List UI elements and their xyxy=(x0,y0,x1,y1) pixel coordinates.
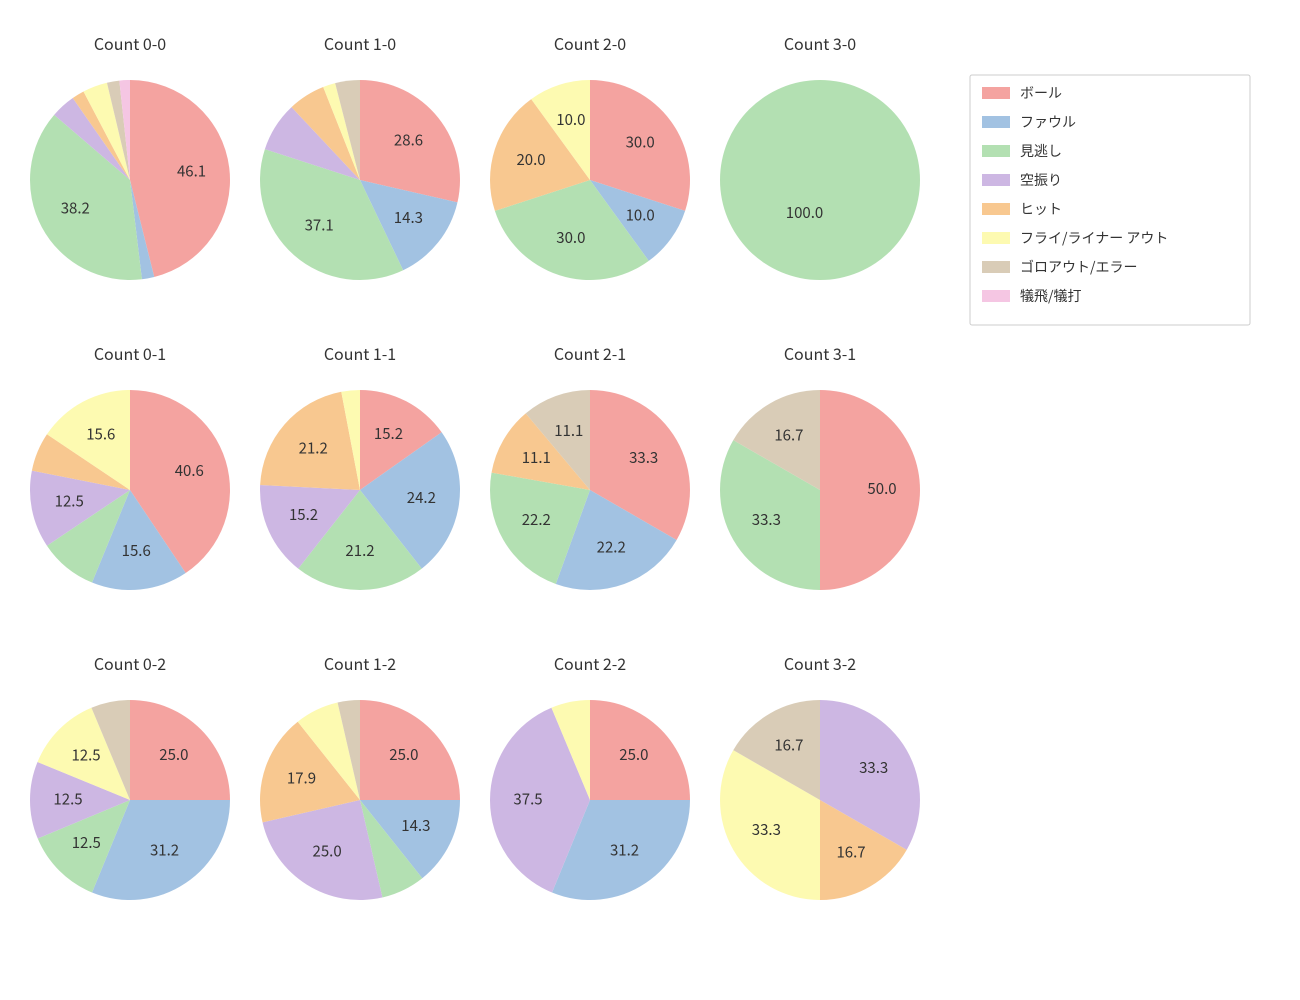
slice-label: 46.1 xyxy=(177,161,206,182)
slice-label: 12.5 xyxy=(72,832,101,853)
slice-label: 33.3 xyxy=(859,757,888,778)
slice-label: 31.2 xyxy=(610,840,639,861)
legend: ボールファウル見逃し空振りヒットフライ/ライナー アウトゴロアウト/エラー犠飛/… xyxy=(970,75,1250,325)
pie-chart: Count 2-0 30.0 10.0 30.0 20.0 10.0 xyxy=(490,31,690,280)
legend-label: ファウル xyxy=(1020,112,1076,132)
legend-swatch xyxy=(982,290,1010,302)
slice-label: 10.0 xyxy=(626,205,655,226)
slice-label: 12.5 xyxy=(55,490,84,511)
legend-swatch xyxy=(982,261,1010,273)
chart-title: Count 1-0 xyxy=(324,31,396,55)
pie-slice xyxy=(720,80,920,280)
chart-title: Count 0-1 xyxy=(94,341,166,365)
slice-label: 12.5 xyxy=(71,744,100,765)
slice-label: 24.2 xyxy=(407,487,436,508)
slice-label: 37.1 xyxy=(305,215,334,236)
slice-label: 14.3 xyxy=(401,815,430,836)
chart-title: Count 2-2 xyxy=(554,651,626,675)
slice-label: 25.0 xyxy=(389,744,418,765)
slice-label: 33.3 xyxy=(752,819,781,840)
slice-label: 40.6 xyxy=(175,460,204,481)
chart-title: Count 0-0 xyxy=(94,31,166,55)
legend-swatch xyxy=(982,174,1010,186)
legend-label: フライ/ライナー アウト xyxy=(1020,228,1168,248)
legend-swatch xyxy=(982,145,1010,157)
slice-label: 100.0 xyxy=(786,202,823,223)
chart-title: Count 0-2 xyxy=(94,651,166,675)
slice-label: 38.2 xyxy=(61,197,90,218)
slice-label: 15.6 xyxy=(122,540,151,561)
slice-label: 11.1 xyxy=(522,447,551,468)
legend-label: 犠飛/犠打 xyxy=(1020,286,1082,306)
slice-label: 16.7 xyxy=(836,842,865,863)
slice-label: 28.6 xyxy=(394,129,423,150)
slice-label: 10.0 xyxy=(556,109,585,130)
chart-title: Count 3-1 xyxy=(784,341,856,365)
slice-label: 16.7 xyxy=(774,734,803,755)
slice-label: 16.7 xyxy=(774,424,803,445)
legend-label: 空振り xyxy=(1020,170,1062,190)
chart-title: Count 3-0 xyxy=(784,31,856,55)
legend-swatch xyxy=(982,232,1010,244)
slice-label: 33.3 xyxy=(752,509,781,530)
pie-chart: Count 1-0 28.6 14.3 37.1 xyxy=(260,31,460,280)
slice-label: 22.2 xyxy=(597,536,626,557)
pie-chart: Count 1-2 25.0 14.3 25.0 17.9 xyxy=(260,651,460,900)
legend-label: 見逃し xyxy=(1020,141,1062,161)
pie-chart: Count 2-2 25.0 31.2 37.5 xyxy=(490,651,690,900)
slice-label: 15.2 xyxy=(289,504,318,525)
slice-label: 17.9 xyxy=(287,768,316,789)
slice-label: 11.1 xyxy=(554,420,583,441)
slice-label: 31.2 xyxy=(150,840,179,861)
slice-label: 21.2 xyxy=(345,540,374,561)
slice-label: 12.5 xyxy=(53,788,82,809)
chart-title: Count 2-1 xyxy=(554,341,626,365)
slice-label: 37.5 xyxy=(513,788,542,809)
legend-swatch xyxy=(982,87,1010,99)
slice-label: 25.0 xyxy=(159,744,188,765)
pie-chart: Count 1-1 15.2 24.2 21.2 15.2 21.2 xyxy=(260,341,460,590)
pie-chart: Count 0-1 40.6 15.6 12.5 15.6 xyxy=(30,341,230,590)
pie-chart: Count 0-2 25.0 31.2 12.5 12.5 12.5 xyxy=(30,651,230,900)
legend-label: ゴロアウト/エラー xyxy=(1020,257,1138,277)
chart-title: Count 1-2 xyxy=(324,651,396,675)
pie-chart: Count 3-1 50.0 33.3 16.7 xyxy=(720,341,920,590)
slice-label: 30.0 xyxy=(626,132,655,153)
legend-swatch xyxy=(982,116,1010,128)
slice-label: 50.0 xyxy=(867,478,896,499)
chart-title: Count 1-1 xyxy=(324,341,396,365)
chart-title: Count 2-0 xyxy=(554,31,626,55)
legend-label: ヒット xyxy=(1020,199,1062,219)
pie-chart: Count 3-0 100.0 xyxy=(720,31,920,280)
slice-label: 22.2 xyxy=(522,509,551,530)
slice-label: 14.3 xyxy=(394,207,423,228)
legend-label: ボール xyxy=(1020,83,1062,103)
slice-label: 15.2 xyxy=(374,423,403,444)
slice-label: 15.6 xyxy=(86,423,115,444)
legend-swatch xyxy=(982,203,1010,215)
slice-label: 20.0 xyxy=(516,149,545,170)
pie-chart: Count 0-0 46.1 38.2 xyxy=(30,31,230,280)
pie-chart: Count 3-2 33.3 16.7 33.3 16.7 xyxy=(720,651,920,900)
slice-label: 33.3 xyxy=(629,447,658,468)
slice-label: 30.0 xyxy=(556,227,585,248)
pie-chart: Count 2-1 33.3 22.2 22.2 11.111.1 xyxy=(490,341,690,590)
slice-label: 25.0 xyxy=(313,841,342,862)
slice-label: 25.0 xyxy=(619,744,648,765)
chart-title: Count 3-2 xyxy=(784,651,856,675)
slice-label: 21.2 xyxy=(299,437,328,458)
